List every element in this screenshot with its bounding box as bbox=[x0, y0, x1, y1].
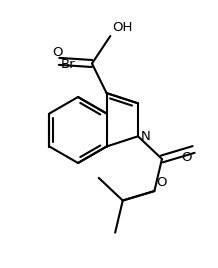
Text: O: O bbox=[52, 46, 62, 59]
Text: OH: OH bbox=[112, 21, 133, 34]
Text: N: N bbox=[141, 130, 151, 143]
Text: O: O bbox=[181, 151, 192, 165]
Text: Br: Br bbox=[60, 58, 75, 70]
Text: O: O bbox=[156, 176, 167, 189]
